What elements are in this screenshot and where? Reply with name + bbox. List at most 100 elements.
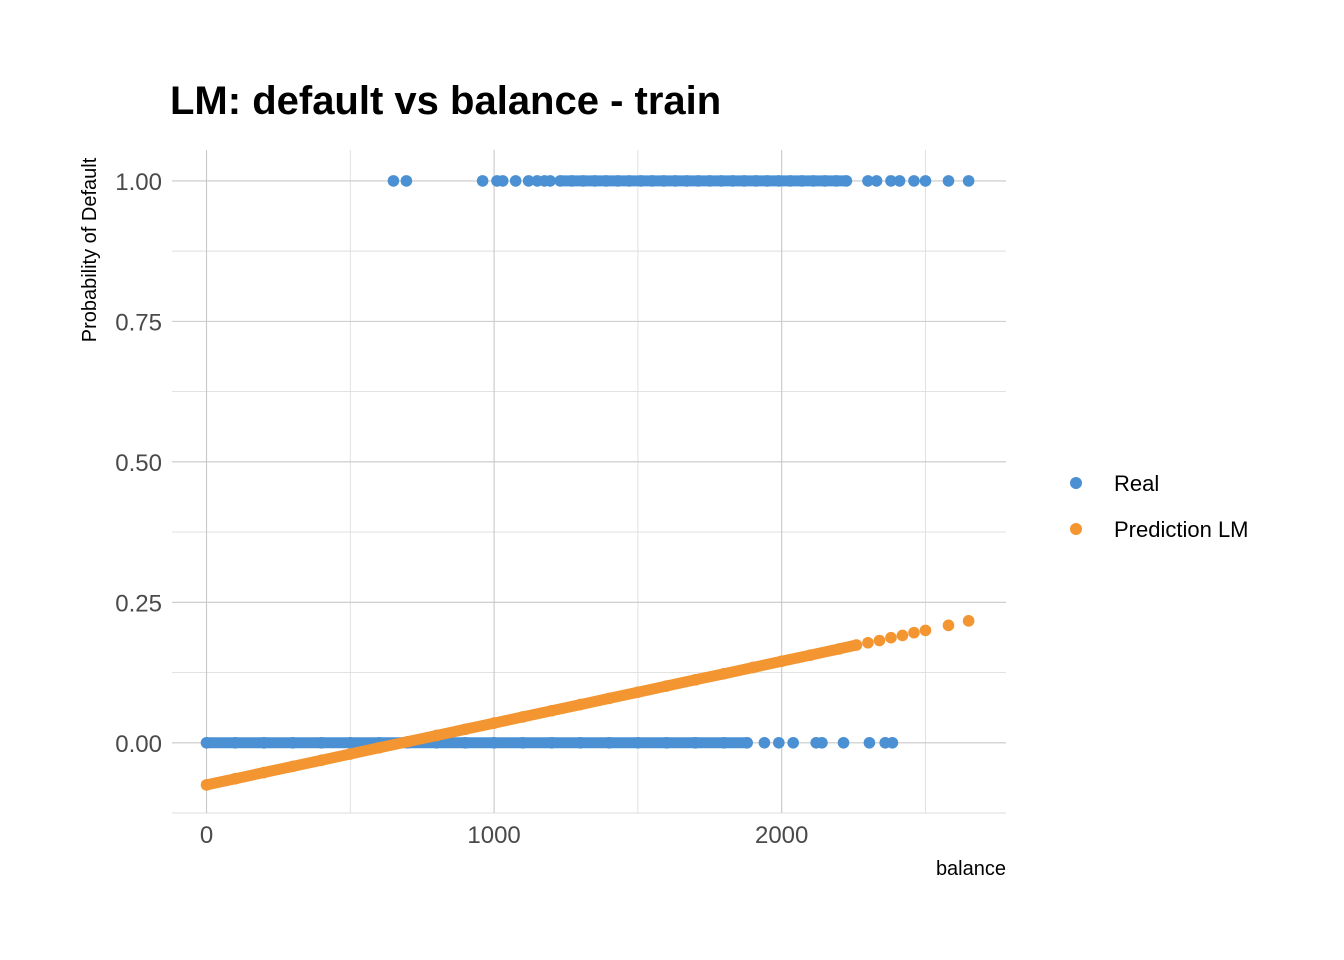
data-point bbox=[893, 175, 906, 187]
data-point bbox=[833, 643, 845, 655]
data-point bbox=[863, 736, 876, 749]
data-point bbox=[373, 742, 385, 754]
data-point bbox=[315, 736, 328, 749]
data-point bbox=[718, 667, 730, 680]
data-point bbox=[634, 175, 647, 187]
data-point bbox=[715, 175, 728, 187]
y-axis-label: Probability of Default bbox=[79, 157, 101, 342]
data-point bbox=[741, 736, 753, 749]
data-point bbox=[603, 736, 615, 749]
data-point bbox=[574, 698, 587, 711]
data-point bbox=[600, 175, 613, 187]
data-point bbox=[258, 766, 270, 779]
data-point bbox=[703, 175, 716, 187]
legend-swatch bbox=[1070, 523, 1082, 535]
data-point bbox=[400, 175, 413, 187]
data-point bbox=[517, 711, 529, 723]
x-axis-label: balance bbox=[936, 858, 1006, 880]
data-point bbox=[459, 736, 472, 749]
data-point bbox=[565, 175, 578, 187]
data-point bbox=[718, 736, 730, 749]
data-point bbox=[837, 736, 850, 749]
x-axis-ticks: 0 1000 2000 bbox=[200, 822, 809, 849]
data-point bbox=[286, 736, 299, 749]
data-point bbox=[750, 175, 762, 187]
data-point bbox=[942, 175, 955, 187]
legend-swatch bbox=[1070, 477, 1082, 489]
data-point bbox=[726, 175, 739, 187]
data-point bbox=[387, 175, 400, 187]
data-point bbox=[229, 772, 242, 785]
data-point bbox=[577, 175, 590, 187]
y-tick-label: 0.00 bbox=[115, 731, 162, 758]
data-point bbox=[819, 175, 831, 187]
data-point bbox=[962, 615, 975, 627]
data-point bbox=[517, 736, 529, 749]
data-point bbox=[862, 636, 874, 649]
data-point bbox=[660, 736, 673, 749]
legend-item: Prediction LM bbox=[1070, 517, 1249, 542]
data-point bbox=[830, 175, 843, 187]
data-point bbox=[554, 175, 567, 187]
data-point bbox=[200, 779, 213, 791]
data-point bbox=[660, 680, 673, 692]
data-point bbox=[430, 729, 443, 742]
data-point bbox=[509, 175, 522, 187]
data-point bbox=[680, 175, 693, 187]
data-point bbox=[488, 717, 500, 729]
series-real bbox=[200, 175, 975, 749]
data-point bbox=[816, 736, 828, 749]
data-point bbox=[908, 175, 920, 187]
data-point bbox=[623, 175, 636, 187]
data-point bbox=[200, 736, 213, 749]
legend-item: Real bbox=[1070, 471, 1159, 496]
data-point bbox=[689, 736, 702, 749]
data-point bbox=[761, 175, 774, 187]
data-point bbox=[807, 175, 820, 187]
data-point bbox=[689, 674, 702, 686]
data-point bbox=[747, 661, 759, 674]
data-point bbox=[692, 175, 705, 187]
data-point bbox=[758, 736, 771, 749]
data-point bbox=[886, 736, 899, 749]
data-point bbox=[258, 736, 270, 749]
y-tick-label: 0.25 bbox=[115, 590, 162, 617]
data-point bbox=[873, 634, 886, 647]
data-point bbox=[496, 175, 509, 187]
y-tick-label: 0.50 bbox=[115, 450, 162, 477]
legend-label: Prediction LM bbox=[1114, 517, 1249, 542]
data-point bbox=[787, 736, 799, 749]
data-point bbox=[773, 736, 785, 749]
series-prediction-lm bbox=[200, 615, 975, 791]
x-tick-label: 0 bbox=[200, 822, 213, 849]
data-point bbox=[646, 175, 659, 187]
data-point bbox=[919, 624, 932, 637]
data-point bbox=[885, 631, 897, 644]
data-point bbox=[315, 754, 328, 766]
data-point bbox=[775, 655, 788, 668]
data-point bbox=[908, 626, 920, 639]
legend-label: Real bbox=[1114, 471, 1159, 496]
data-point bbox=[344, 736, 357, 749]
data-point bbox=[476, 175, 489, 187]
data-point bbox=[862, 175, 874, 187]
data-point bbox=[773, 175, 785, 187]
data-point bbox=[459, 723, 472, 736]
data-point bbox=[344, 748, 357, 760]
prediction-band bbox=[201, 639, 862, 791]
data-point bbox=[657, 175, 670, 187]
data-point bbox=[804, 649, 817, 661]
data-point bbox=[522, 175, 535, 187]
data-point bbox=[402, 735, 414, 748]
chart-title: LM: default vs balance - train bbox=[170, 79, 721, 123]
data-point bbox=[545, 704, 558, 717]
data-point bbox=[603, 692, 615, 705]
data-point bbox=[545, 736, 558, 749]
data-point bbox=[632, 736, 644, 749]
data-point bbox=[885, 175, 897, 187]
data-point bbox=[962, 175, 975, 187]
data-point bbox=[738, 175, 751, 187]
data-point bbox=[669, 175, 682, 187]
y-tick-label: 0.75 bbox=[115, 309, 162, 336]
data-point bbox=[488, 736, 500, 749]
